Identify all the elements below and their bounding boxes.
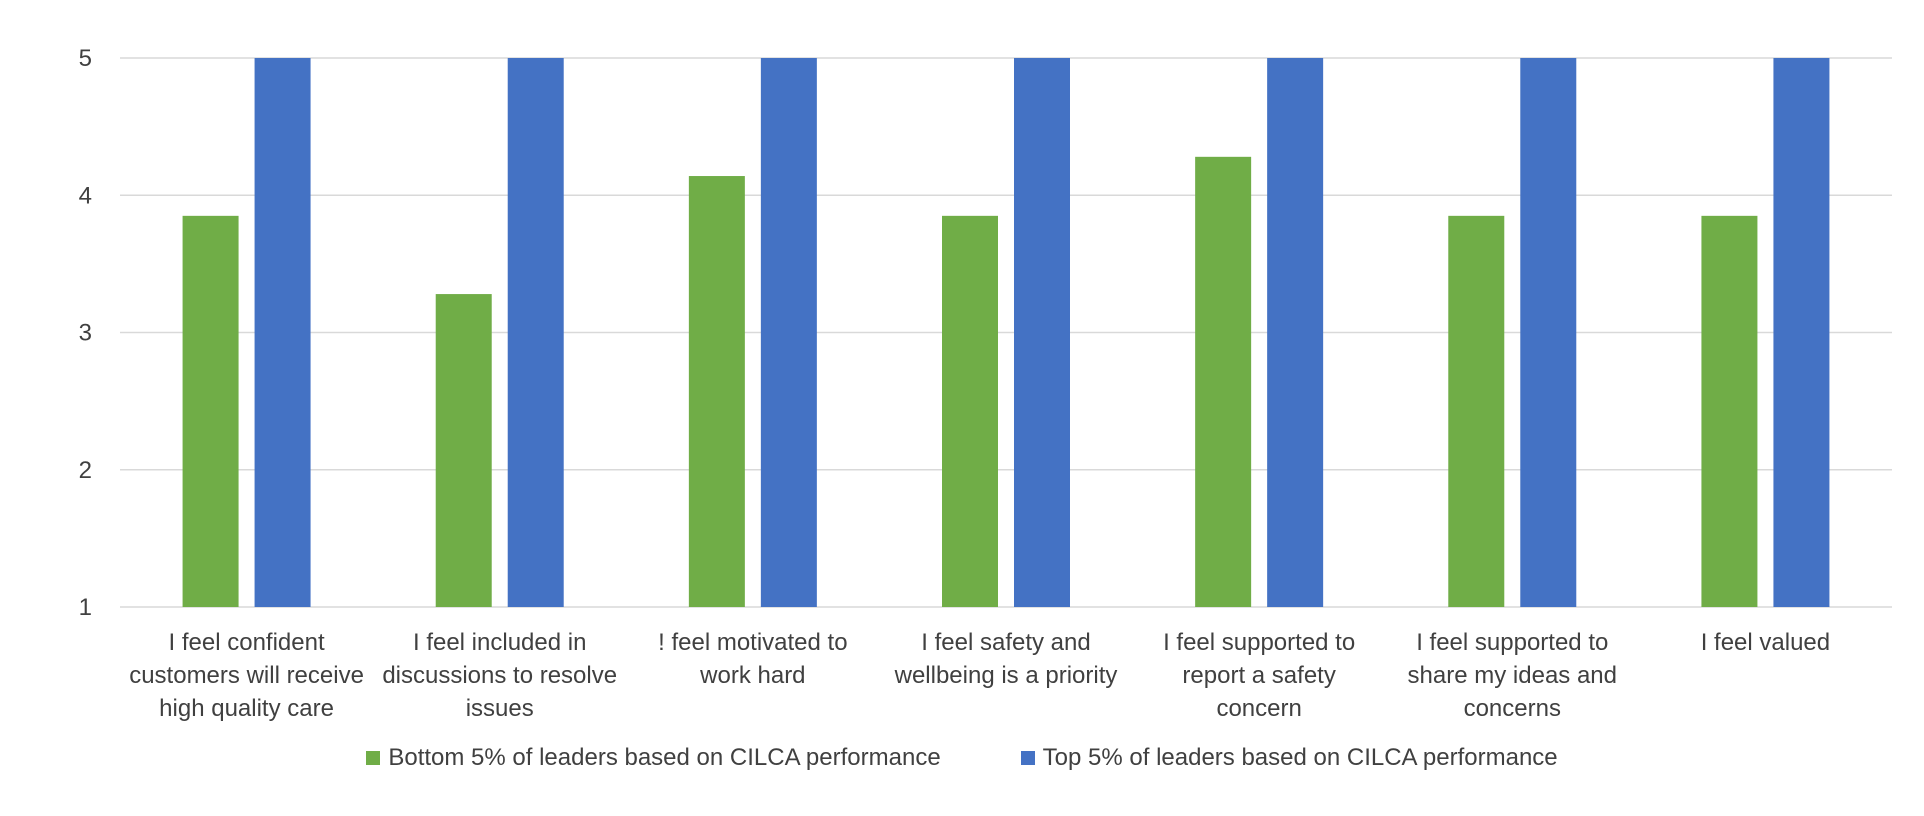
x-axis-category-labels: I feel confident customers will receive hi… [129, 629, 1830, 722]
x-category-label: ! feel motivated to work hard [658, 629, 847, 689]
x-category-label-line: ! feel motivated to [658, 629, 847, 656]
x-category-label-line: report a safety [1182, 662, 1335, 689]
bar-bottom-5 [1195, 156, 1252, 607]
x-category-label-line: I feel valued [1701, 629, 1830, 656]
x-category-label-line: high quality care [159, 695, 334, 722]
bar-bottom-5 [1448, 215, 1505, 607]
x-category-label: I feel confident customers will receive hi… [129, 629, 364, 722]
x-category-label-line: issues [466, 695, 534, 722]
legend-swatch-top-5 [1020, 751, 1035, 765]
x-category-label: I feel included in discussions to resolve… [382, 629, 617, 722]
y-tick-label: 3 [79, 320, 92, 347]
y-tick-label: 2 [79, 457, 92, 484]
bar-top-5 [1773, 58, 1830, 607]
bar-bottom-5 [1701, 215, 1758, 607]
bar-bottom-5 [182, 215, 239, 607]
x-category-label-line: I feel confident [169, 629, 325, 656]
x-category-label-line: concerns [1464, 695, 1561, 722]
y-tick-label: 5 [79, 45, 92, 72]
legend-swatch-bottom-5 [366, 751, 381, 765]
x-category-label-line: work hard [699, 662, 805, 689]
y-tick-label: 4 [79, 182, 92, 209]
bar-bottom-5 [942, 215, 998, 607]
legend-label-bottom-5: Bottom 5% of leaders based on CILCA perf… [388, 744, 941, 771]
x-category-label-line: share my ideas and [1408, 662, 1617, 689]
x-category-label: I feel supported to report a safety concer… [1163, 629, 1355, 722]
bar-bottom-5 [435, 294, 492, 607]
bar-top-5 [1520, 58, 1577, 607]
legend-item-bottom-5: Bottom 5% of leaders based on CILCA perf… [366, 744, 941, 772]
legend: Bottom 5% of leaders based on CILCA perf… [0, 744, 1924, 772]
y-tick-label: 1 [79, 594, 92, 621]
x-category-label-line: wellbeing is a priority [894, 662, 1118, 689]
x-category-label-line: customers will receive [129, 662, 364, 689]
x-category-label: I feel supported to share my ideas and con… [1408, 629, 1617, 722]
bars [182, 58, 1830, 607]
x-category-label-line: I feel supported to [1416, 629, 1608, 656]
bar-top-5 [254, 58, 311, 607]
bar-top-5 [760, 58, 817, 607]
x-category-label: I feel safety and wellbeing is a priority [894, 629, 1118, 689]
legend-item-top-5: Top 5% of leaders based on CILCA perform… [1020, 744, 1558, 772]
x-category-label-line: I feel safety and [921, 629, 1090, 656]
x-category-label-line: concern [1216, 695, 1301, 722]
bar-bottom-5 [688, 176, 745, 607]
bar-top-5 [1267, 58, 1324, 607]
x-category-label-line: I feel supported to [1163, 629, 1355, 656]
legend-label-top-5: Top 5% of leaders based on CILCA perform… [1042, 744, 1558, 771]
x-category-label-line: I feel included in [413, 629, 586, 656]
y-axis-tick-labels: 1 2 3 4 5 [79, 45, 92, 621]
gridlines [120, 57, 1892, 608]
bar-top-5 [1014, 58, 1070, 607]
bar-top-5 [507, 58, 564, 607]
x-category-label: I feel valued [1701, 629, 1830, 656]
x-category-label-line: discussions to resolve [382, 662, 617, 689]
